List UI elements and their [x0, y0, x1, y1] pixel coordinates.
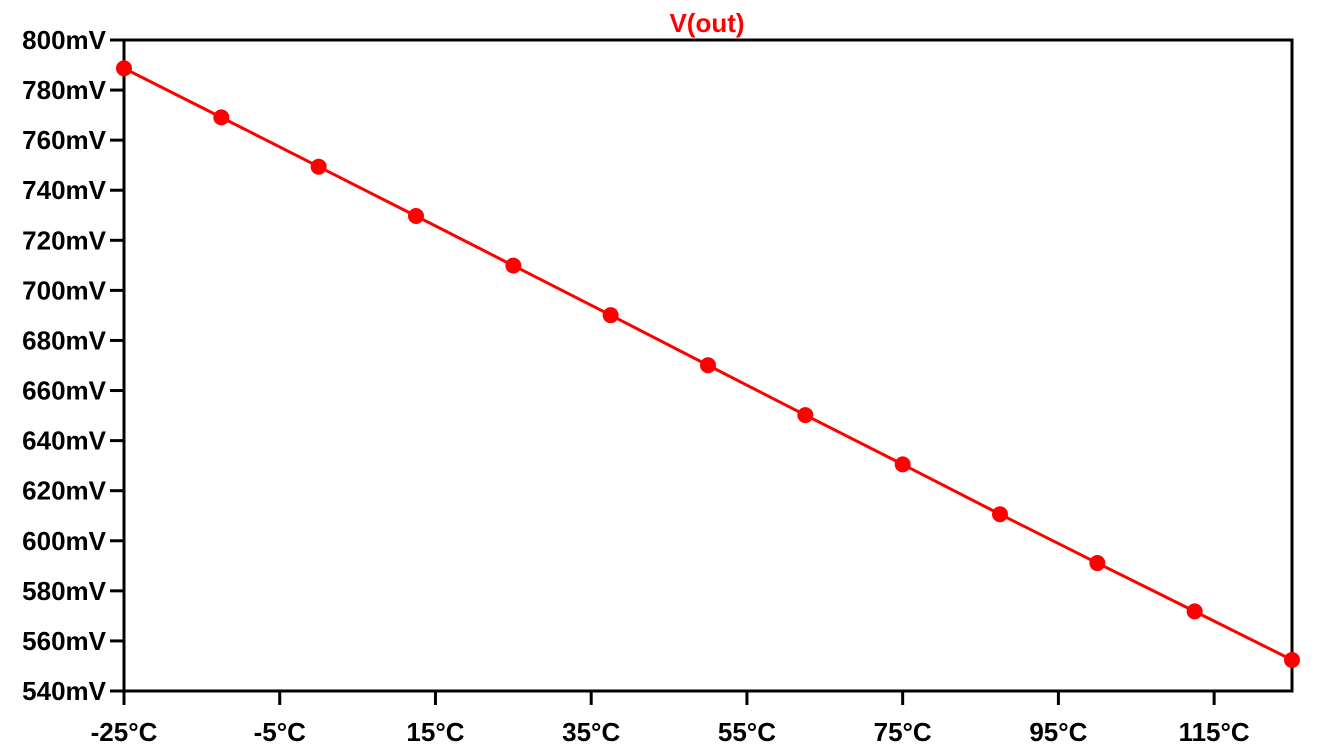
y-tick-label: 600mV [22, 526, 106, 556]
data-point [116, 60, 132, 77]
y-tick-label: 640mV [22, 426, 106, 456]
plot-frame [122, 38, 1294, 693]
y-tick-label: 700mV [22, 275, 106, 305]
x-tick-label: 15°C [406, 717, 464, 747]
y-tick-label: 620mV [22, 476, 106, 506]
x-tick-label: 75°C [874, 717, 932, 747]
x-tick-label: 55°C [718, 717, 776, 747]
data-point [505, 257, 522, 274]
data-point [602, 307, 619, 324]
y-tick-label: 580mV [22, 576, 106, 606]
y-tick-label: 560mV [22, 626, 106, 656]
y-tick-label: 760mV [22, 125, 106, 155]
data-point [1089, 555, 1106, 572]
y-axis: 800mV 780mV 760mV 740mV 720mV 700mV 680mV 660mV… [22, 25, 124, 706]
data-point [894, 456, 911, 473]
y-tick-label: 540mV [22, 676, 106, 706]
data-point [797, 407, 814, 424]
data-point [310, 158, 327, 175]
data-point [700, 357, 716, 374]
x-tick-label: 35°C [562, 717, 620, 747]
data-point [408, 208, 424, 225]
series-layer [116, 60, 1300, 668]
y-tick-label: 800mV [22, 25, 106, 55]
data-point [213, 109, 230, 126]
x-tick-label: 115°C [1179, 717, 1250, 747]
y-tick-label: 720mV [22, 225, 106, 255]
y-tick-label: 660mV [22, 376, 106, 406]
y-tick-label: 740mV [22, 175, 106, 205]
data-point [1284, 651, 1300, 668]
x-tick-label: -5°C [254, 717, 307, 747]
x-axis: -25°C -5°C 15°C 35°C 55°C 75°C 95°C 115°C [91, 691, 1250, 747]
data-point [992, 506, 1008, 523]
x-tick-label: -25°C [91, 717, 158, 747]
y-tick-label: 780mV [22, 75, 106, 105]
data-point [1186, 603, 1203, 620]
y-tick-label: 680mV [22, 325, 106, 355]
x-tick-label: 95°C [1029, 717, 1087, 747]
chart-title: V(out) [669, 8, 744, 38]
